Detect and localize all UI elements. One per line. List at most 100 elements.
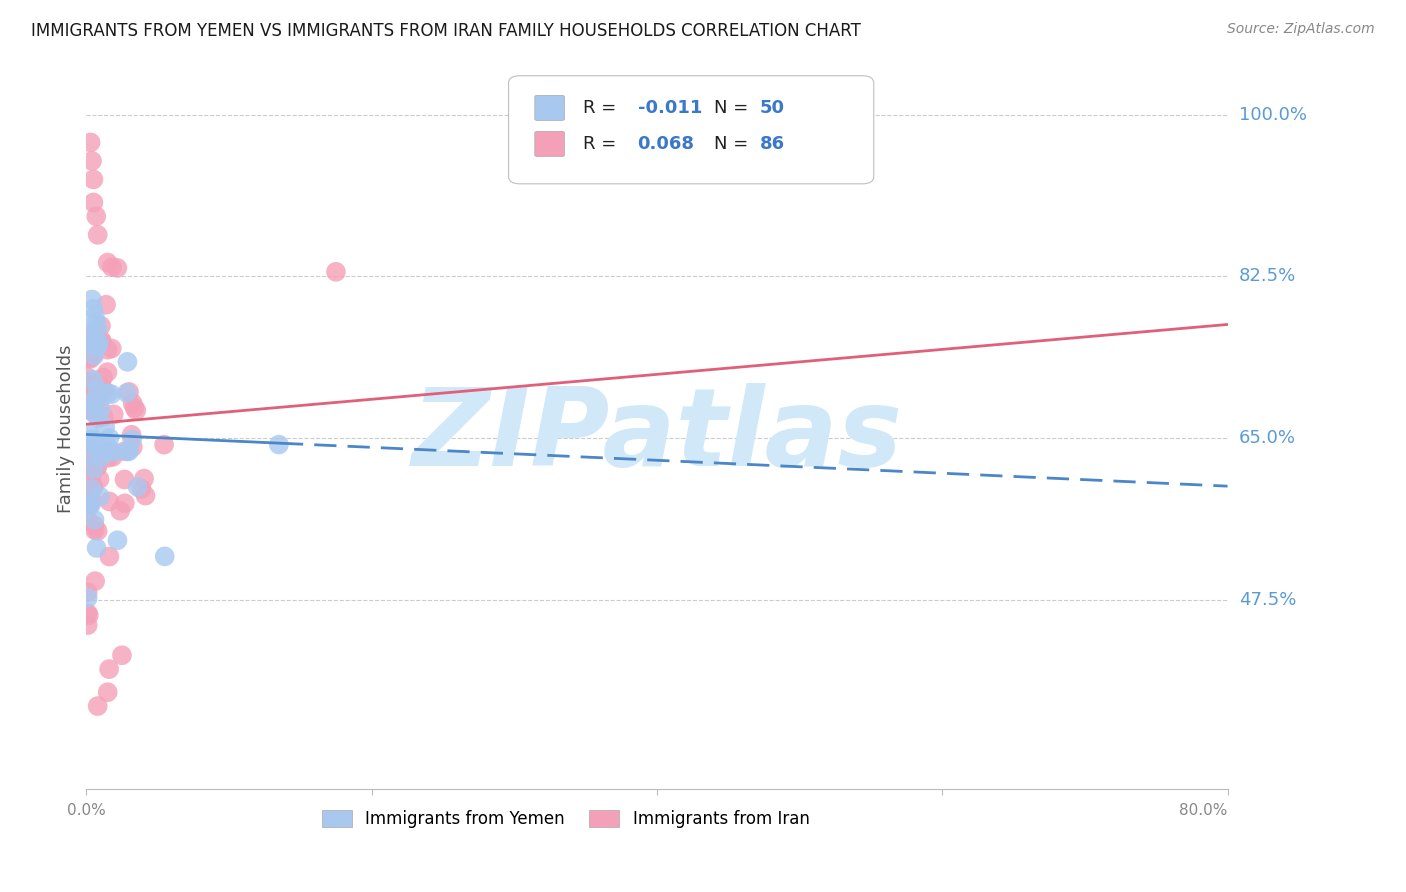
- Point: [83, 309, 105, 323]
- FancyBboxPatch shape: [509, 76, 873, 184]
- Point: [107, 533, 129, 548]
- Point: [83, 513, 105, 527]
- Point: [86, 524, 108, 538]
- Point: [90, 401, 112, 416]
- Point: [118, 444, 141, 458]
- Point: [86, 382, 108, 396]
- Point: [87, 336, 110, 351]
- Point: [100, 342, 122, 356]
- Point: [134, 489, 156, 503]
- Point: [80, 471, 103, 485]
- Point: [132, 472, 155, 486]
- Point: [84, 393, 107, 408]
- Point: [84, 574, 107, 588]
- Point: [79, 427, 101, 442]
- Point: [83, 407, 105, 421]
- Point: [80, 491, 103, 506]
- Point: [97, 386, 120, 401]
- Text: 86: 86: [759, 136, 785, 153]
- Point: [101, 260, 124, 275]
- Point: [98, 549, 121, 564]
- FancyBboxPatch shape: [534, 131, 564, 156]
- Point: [76, 585, 98, 599]
- Point: [117, 444, 139, 458]
- Point: [80, 462, 103, 476]
- Point: [125, 403, 148, 417]
- Point: [83, 480, 105, 494]
- Text: N =: N =: [714, 99, 754, 117]
- Point: [103, 408, 125, 422]
- Point: [76, 618, 98, 632]
- Point: [80, 482, 103, 496]
- Point: [114, 473, 136, 487]
- Point: [87, 336, 110, 351]
- Point: [110, 504, 132, 518]
- Point: [93, 409, 115, 424]
- Point: [76, 607, 98, 621]
- Point: [79, 491, 101, 505]
- Point: [80, 442, 103, 456]
- Point: [117, 355, 139, 369]
- Point: [80, 403, 103, 417]
- Point: [83, 452, 105, 467]
- Point: [76, 482, 98, 496]
- Point: [77, 497, 100, 511]
- Point: [87, 439, 110, 453]
- Point: [121, 440, 143, 454]
- Point: [89, 472, 111, 486]
- Point: [86, 227, 108, 242]
- Point: [86, 459, 108, 474]
- Point: [76, 343, 98, 357]
- Point: [76, 351, 98, 365]
- Point: [90, 334, 112, 348]
- Text: 47.5%: 47.5%: [1239, 591, 1296, 609]
- Point: [118, 384, 141, 399]
- Point: [153, 549, 176, 564]
- Point: [80, 351, 103, 365]
- Point: [93, 444, 115, 458]
- Text: -0.011: -0.011: [637, 99, 702, 117]
- Point: [90, 318, 112, 333]
- Point: [267, 437, 290, 451]
- Point: [105, 260, 128, 275]
- Point: [121, 433, 143, 447]
- Point: [94, 298, 117, 312]
- Point: [77, 608, 100, 623]
- Point: [76, 370, 98, 384]
- Point: [77, 402, 100, 417]
- Point: [96, 343, 118, 357]
- Point: [91, 450, 114, 464]
- Point: [79, 351, 101, 366]
- Point: [86, 334, 108, 349]
- Point: [82, 373, 104, 387]
- Point: [90, 334, 112, 349]
- Point: [76, 591, 98, 605]
- Point: [76, 513, 98, 527]
- Legend: Immigrants from Yemen, Immigrants from Iran: Immigrants from Yemen, Immigrants from I…: [315, 804, 817, 835]
- Point: [83, 349, 105, 363]
- Point: [94, 434, 117, 449]
- Point: [96, 365, 118, 379]
- Point: [94, 420, 117, 434]
- Point: [98, 431, 121, 445]
- Point: [83, 518, 105, 533]
- Point: [90, 379, 112, 393]
- Point: [84, 210, 107, 224]
- Text: R =: R =: [582, 99, 621, 117]
- Point: [89, 490, 111, 504]
- Point: [127, 480, 149, 494]
- Point: [77, 378, 100, 392]
- Point: [111, 648, 134, 663]
- Point: [86, 340, 108, 354]
- Point: [86, 322, 108, 336]
- Text: 50: 50: [759, 99, 785, 117]
- Point: [84, 316, 107, 330]
- Point: [121, 427, 143, 442]
- Point: [82, 172, 104, 186]
- Text: 82.5%: 82.5%: [1239, 268, 1296, 285]
- Point: [87, 411, 110, 425]
- Point: [100, 387, 122, 401]
- Point: [80, 386, 103, 401]
- Text: 0.0%: 0.0%: [67, 803, 105, 818]
- Point: [325, 265, 347, 279]
